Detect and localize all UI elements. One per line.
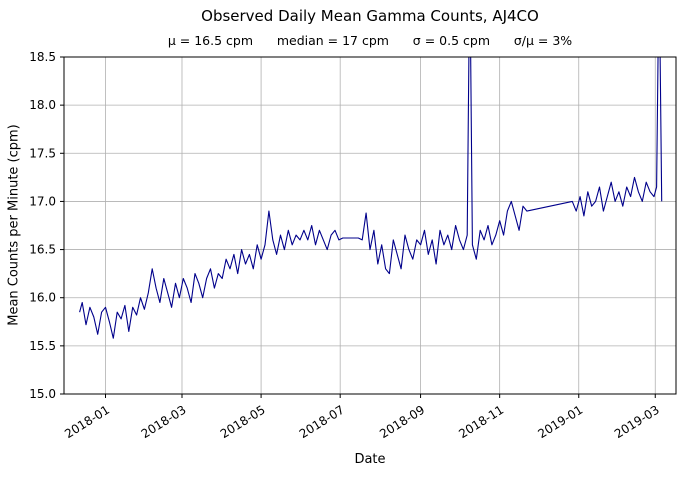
svg-text:15.0: 15.0 xyxy=(29,387,56,401)
svg-text:2019-01: 2019-01 xyxy=(535,403,585,441)
svg-text:2019-03: 2019-03 xyxy=(612,403,662,441)
svg-text:2018-03: 2018-03 xyxy=(139,403,189,441)
svg-text:2018-05: 2018-05 xyxy=(218,403,268,441)
chart-title: Observed Daily Mean Gamma Counts, AJ4CO xyxy=(201,7,539,25)
svg-text:18.5: 18.5 xyxy=(29,50,56,64)
svg-text:2018-09: 2018-09 xyxy=(377,403,427,441)
svg-text:2018-01: 2018-01 xyxy=(62,403,112,441)
svg-text:17.5: 17.5 xyxy=(29,146,56,160)
svg-text:16.0: 16.0 xyxy=(29,291,56,305)
svg-text:17.0: 17.0 xyxy=(29,194,56,208)
svg-text:16.5: 16.5 xyxy=(29,243,56,257)
svg-text:15.5: 15.5 xyxy=(29,339,56,353)
chart-stats-subtitle: μ = 16.5 cpm median = 17 cpm σ = 0.5 cpm… xyxy=(167,33,573,48)
svg-text:2018-07: 2018-07 xyxy=(297,403,347,441)
x-axis-label: Date xyxy=(354,452,386,467)
svg-text:2018-11: 2018-11 xyxy=(456,403,506,441)
svg-text:18.0: 18.0 xyxy=(29,98,56,112)
